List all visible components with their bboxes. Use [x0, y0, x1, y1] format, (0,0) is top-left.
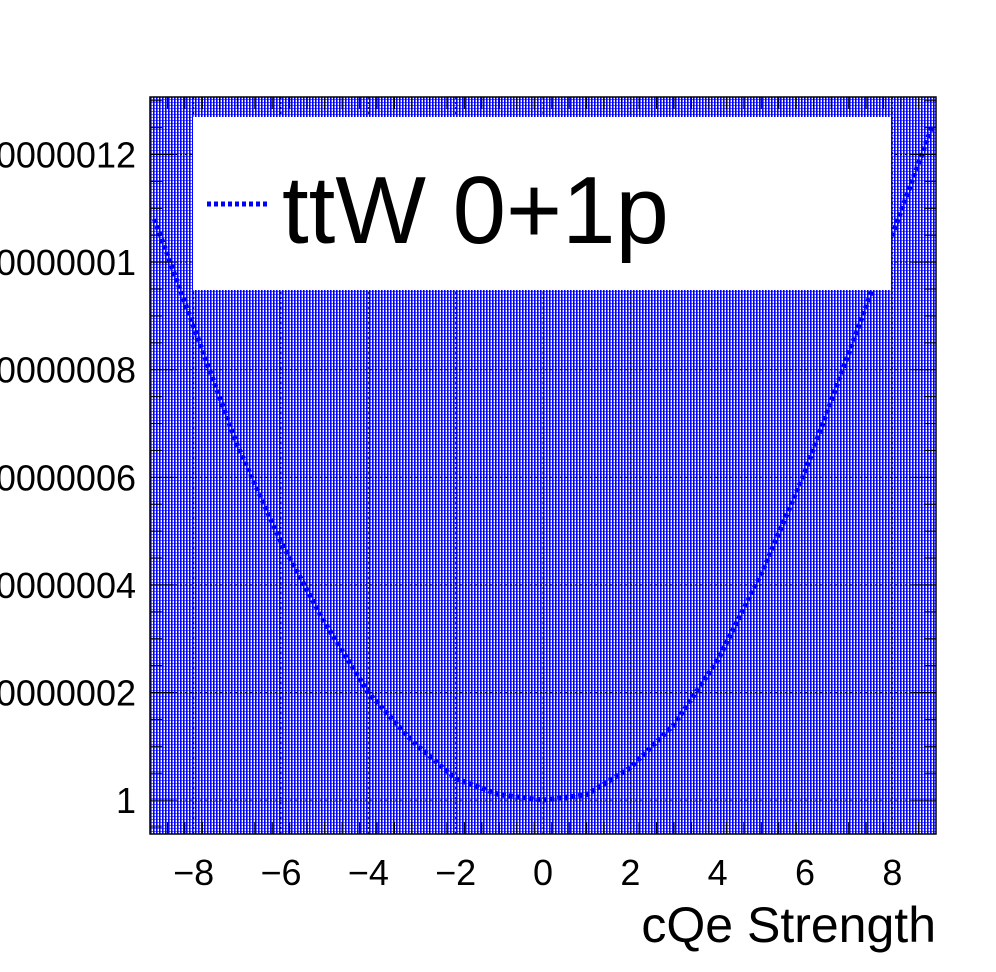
- axes: −8 −6 −4 −2 0 2 4 6 8 1 1.00000002 1.00000004 1.0000…: [0, 96, 937, 893]
- legend: ttW 0+1p: [193, 117, 891, 290]
- y-tick-label: 1.00000012: [0, 135, 136, 176]
- x-tick-label: 4: [708, 852, 728, 893]
- x-axis-title: cQe Strength: [641, 897, 936, 953]
- y-tick-label: 1: [116, 780, 136, 821]
- y-tick-label: 1.0000001: [0, 242, 136, 283]
- legend-box: [193, 117, 891, 290]
- x-tick-label: 0: [533, 852, 553, 893]
- y-tick-label: 1.00000002: [0, 673, 136, 714]
- y-tick-label: 1.00000008: [0, 350, 136, 391]
- x-tick-label: −2: [435, 852, 476, 893]
- y-tick-label: 1.00000006: [0, 457, 136, 498]
- x-tick-label: 8: [882, 852, 902, 893]
- x-tick-label: 2: [620, 852, 640, 893]
- plot-frame: [149, 96, 937, 835]
- legend-label: ttW 0+1p: [282, 157, 669, 264]
- x-tick-label: −6: [260, 852, 301, 893]
- x-tick-label: −8: [173, 852, 214, 893]
- y-tick-label: 1.00000004: [0, 565, 136, 606]
- x-tick-label: −4: [348, 852, 389, 893]
- x-tick-label: 6: [795, 852, 815, 893]
